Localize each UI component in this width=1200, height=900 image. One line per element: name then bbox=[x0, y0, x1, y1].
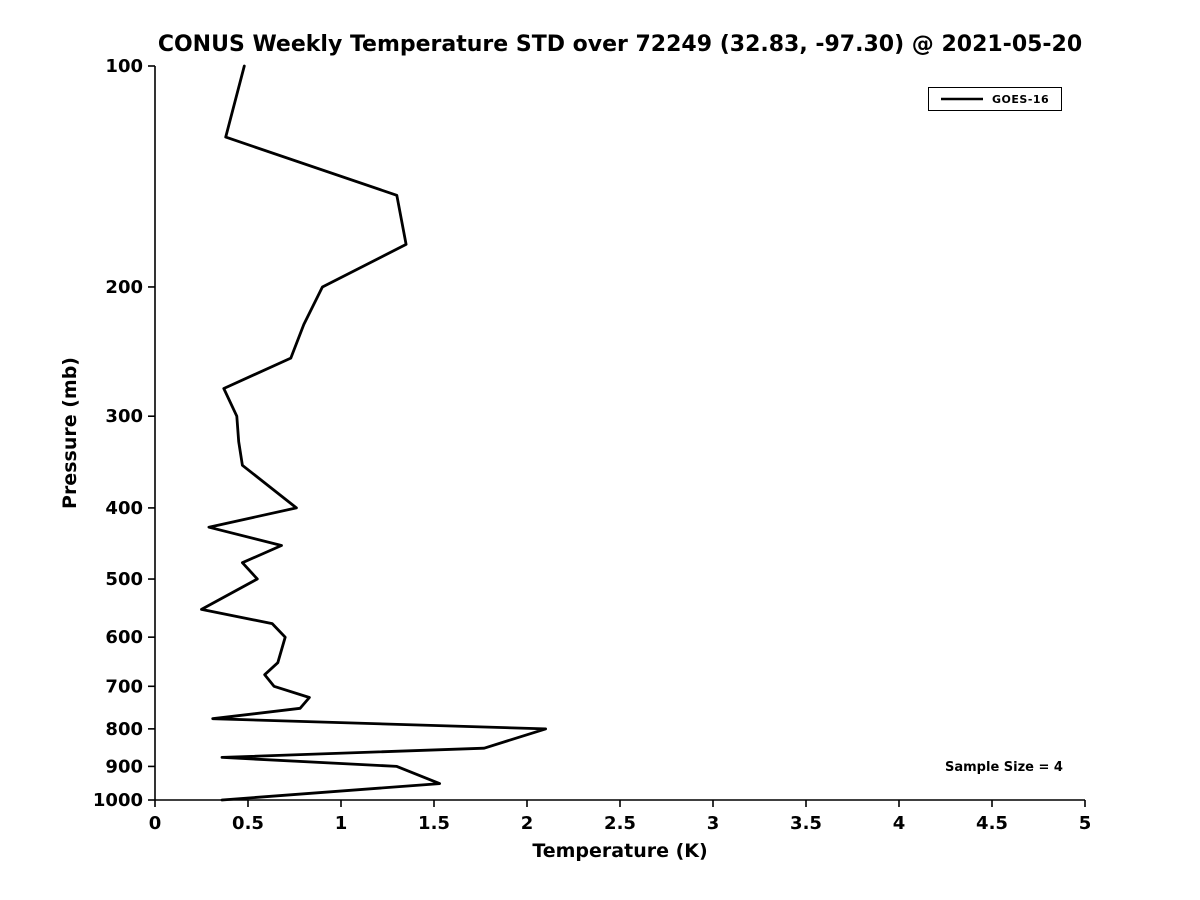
sample-size-annotation: Sample Size = 4 bbox=[945, 760, 1063, 775]
y-tick-label: 1000 bbox=[93, 790, 143, 811]
legend: GOES-16 bbox=[928, 87, 1063, 111]
y-tick-label: 100 bbox=[105, 56, 143, 77]
y-tick-label: 300 bbox=[105, 406, 143, 427]
y-tick-label: 800 bbox=[105, 719, 143, 740]
x-tick-label: 0 bbox=[149, 813, 162, 834]
x-tick-label: 4 bbox=[893, 813, 906, 834]
x-tick-label: 4.5 bbox=[976, 813, 1008, 834]
y-tick-label: 200 bbox=[105, 277, 143, 298]
legend-series-label: GOES-16 bbox=[992, 92, 1050, 106]
x-tick-label: 2 bbox=[521, 813, 534, 834]
chart-title: CONUS Weekly Temperature STD over 72249 … bbox=[157, 32, 1083, 57]
x-tick-label: 2.5 bbox=[604, 813, 636, 834]
x-tick-label: 1.5 bbox=[418, 813, 450, 834]
x-tick-label: 5 bbox=[1079, 813, 1092, 834]
x-tick-label: 1 bbox=[335, 813, 348, 834]
y-tick-label: 600 bbox=[105, 627, 143, 648]
goes-16-line bbox=[200, 64, 547, 802]
x-tick-label: 0.5 bbox=[232, 813, 264, 834]
x-axis-label: Temperature (K) bbox=[532, 840, 708, 862]
y-tick-label: 900 bbox=[105, 756, 143, 777]
x-tick-label: 3.5 bbox=[790, 813, 822, 834]
x-tick-label: 3 bbox=[707, 813, 720, 834]
y-tick-label: 500 bbox=[105, 569, 143, 590]
y-tick-label: 700 bbox=[105, 676, 143, 697]
y-tick-label: 400 bbox=[105, 498, 143, 519]
legend-line-sample bbox=[941, 97, 983, 101]
